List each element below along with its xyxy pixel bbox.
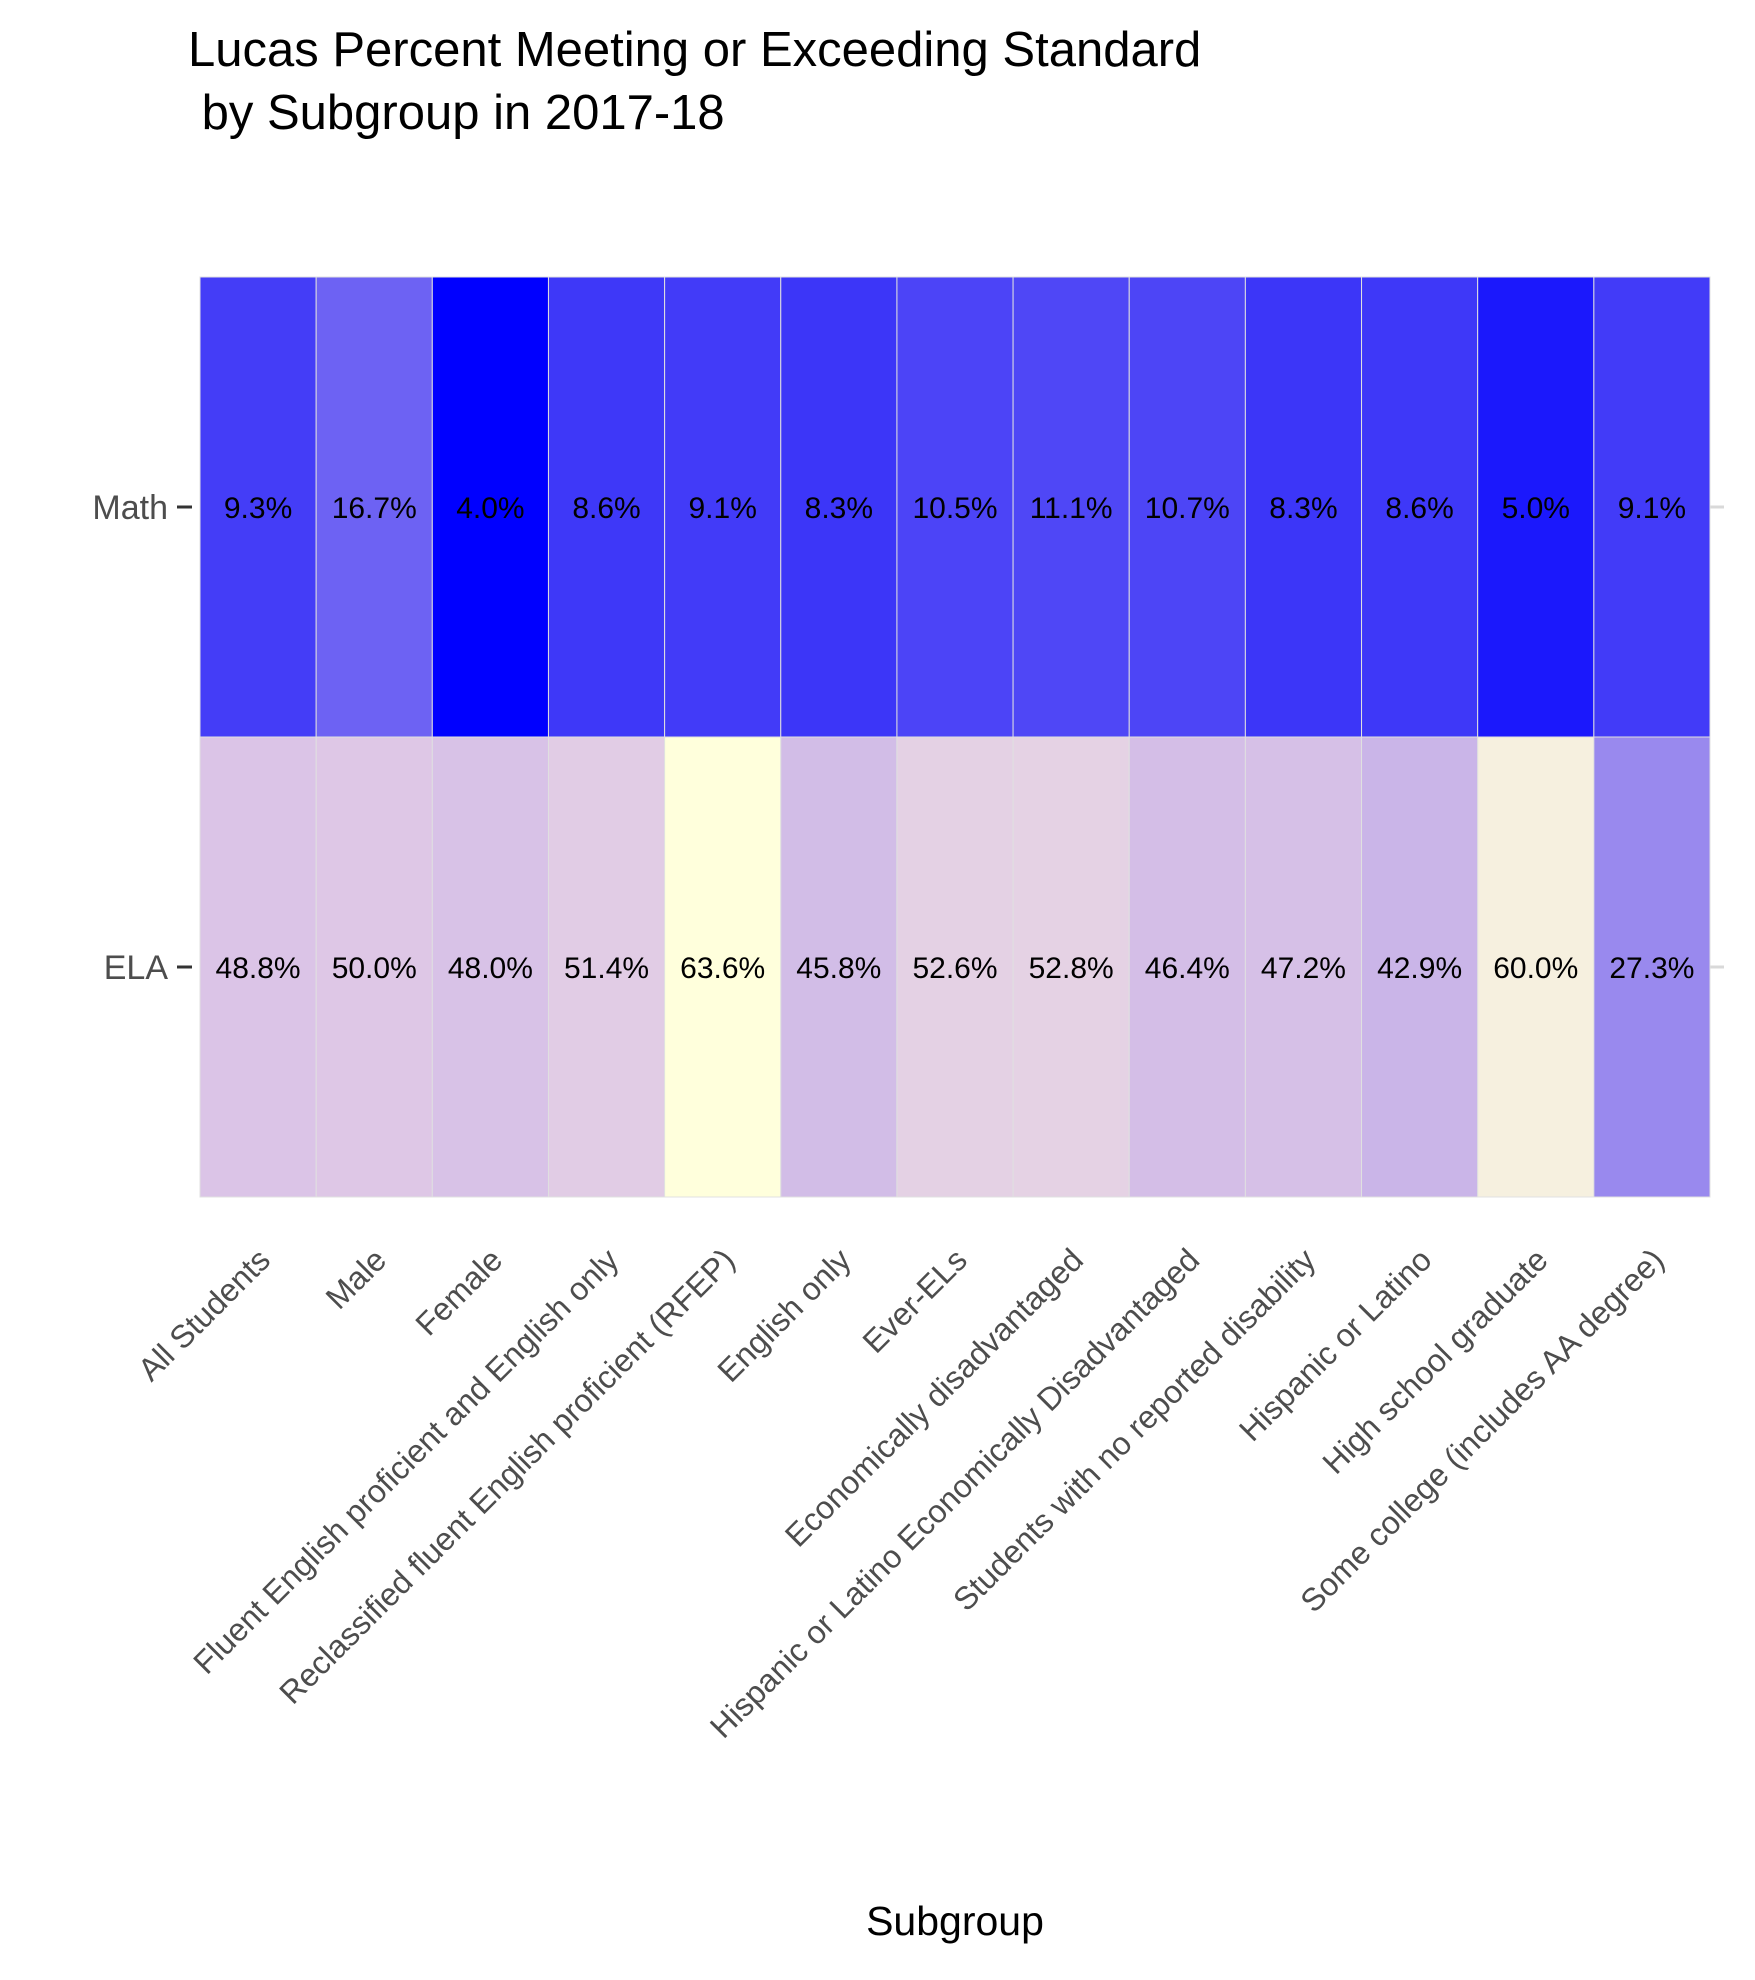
tile-ela-9: [1244, 736, 1363, 1198]
y-tick-label-math: Math: [92, 489, 168, 527]
tile-label-ela-1: 50.0%: [332, 952, 417, 985]
x-tick-label-10: Hispanic or Latino: [1232, 1241, 1439, 1448]
tile-labels: 9.3% 16.7% 4.0% 8.6% 9.1% 8.3% 10.5% 11.1% 10.7%…: [216, 492, 1695, 985]
tile-ela-4: [664, 736, 782, 1198]
tile-label-ela-6: 52.6%: [912, 952, 997, 985]
tile-label-ela-5: 45.8%: [796, 952, 881, 985]
heatmap-tiles: [199, 276, 1711, 1198]
tile-label-math-11: 5.0%: [1502, 492, 1570, 525]
x-tick-label-1: Male: [319, 1241, 394, 1316]
tile-ela-8: [1128, 736, 1246, 1198]
tile-label-math-2: 4.0%: [456, 492, 524, 525]
tile-label-ela-2: 48.0%: [448, 952, 533, 985]
tile-label-math-1: 16.7%: [332, 492, 417, 525]
tile-label-ela-9: 47.2%: [1261, 952, 1346, 985]
tile-label-ela-4: 63.6%: [680, 952, 765, 985]
tile-label-math-3: 8.6%: [572, 492, 640, 525]
y-axis: ELA Math: [92, 489, 192, 987]
tile-math-2: [431, 276, 549, 738]
tile-label-ela-3: 51.4%: [564, 952, 649, 985]
tile-ela-1: [315, 736, 433, 1198]
y-tick-label-ela: ELA: [104, 949, 169, 987]
chart-title-line-2: by Subgroup in 2017-18: [188, 86, 725, 140]
tile-label-math-6: 10.5%: [912, 492, 997, 525]
tile-label-ela-8: 46.4%: [1145, 952, 1230, 985]
x-tick-label-6: Ever-ELs: [855, 1241, 974, 1360]
tile-label-math-7: 11.1%: [1030, 492, 1113, 525]
chart-title: Lucas Percent Meeting or Exceeding Stand…: [188, 23, 1201, 140]
tile-math-3: [547, 276, 666, 738]
tile-label-ela-12: 27.3%: [1609, 952, 1694, 985]
tile-math-7: [1012, 276, 1130, 738]
tile-ela-11: [1477, 736, 1595, 1198]
tile-label-math-4: 9.1%: [688, 492, 756, 525]
x-tick-label-2: Female: [408, 1241, 509, 1342]
tile-label-ela-7: 52.8%: [1029, 952, 1114, 985]
tile-label-ela-10: 42.9%: [1377, 952, 1462, 985]
tile-math-5: [780, 276, 898, 738]
tile-label-math-9: 8.3%: [1269, 492, 1337, 525]
x-tick-label-3: Fluent English proficient and English on…: [186, 1241, 625, 1680]
tile-ela-0: [199, 736, 317, 1198]
tile-label-math-12: 9.1%: [1618, 492, 1686, 525]
tile-ela-3: [547, 736, 666, 1198]
x-tick-label-0: All Students: [131, 1241, 277, 1387]
tile-math-6: [896, 276, 1014, 738]
tile-math-0: [199, 276, 317, 738]
tile-ela-10: [1361, 736, 1479, 1198]
tile-label-math-8: 10.7%: [1145, 492, 1230, 525]
tile-label-math-0: 9.3%: [224, 492, 292, 525]
tile-ela-2: [431, 736, 549, 1198]
tile-ela-7: [1012, 736, 1130, 1198]
tile-math-11: [1477, 276, 1595, 738]
tile-label-math-5: 8.3%: [805, 492, 873, 525]
chart-title-line-1: Lucas Percent Meeting or Exceeding Stand…: [188, 23, 1201, 77]
tile-math-9: [1244, 276, 1363, 738]
x-axis-title: Subgroup: [866, 1898, 1044, 1944]
tile-math-12: [1593, 276, 1711, 738]
tile-label-ela-11: 60.0%: [1493, 952, 1578, 985]
x-tick-label-11: High school graduate: [1315, 1241, 1554, 1480]
tile-ela-12: [1593, 736, 1711, 1198]
tile-math-10: [1361, 276, 1479, 738]
tile-label-ela-0: 48.8%: [216, 952, 301, 985]
tile-math-8: [1128, 276, 1246, 738]
tile-label-math-10: 8.6%: [1385, 492, 1453, 525]
tile-ela-6: [896, 736, 1014, 1198]
tile-math-1: [315, 276, 433, 738]
